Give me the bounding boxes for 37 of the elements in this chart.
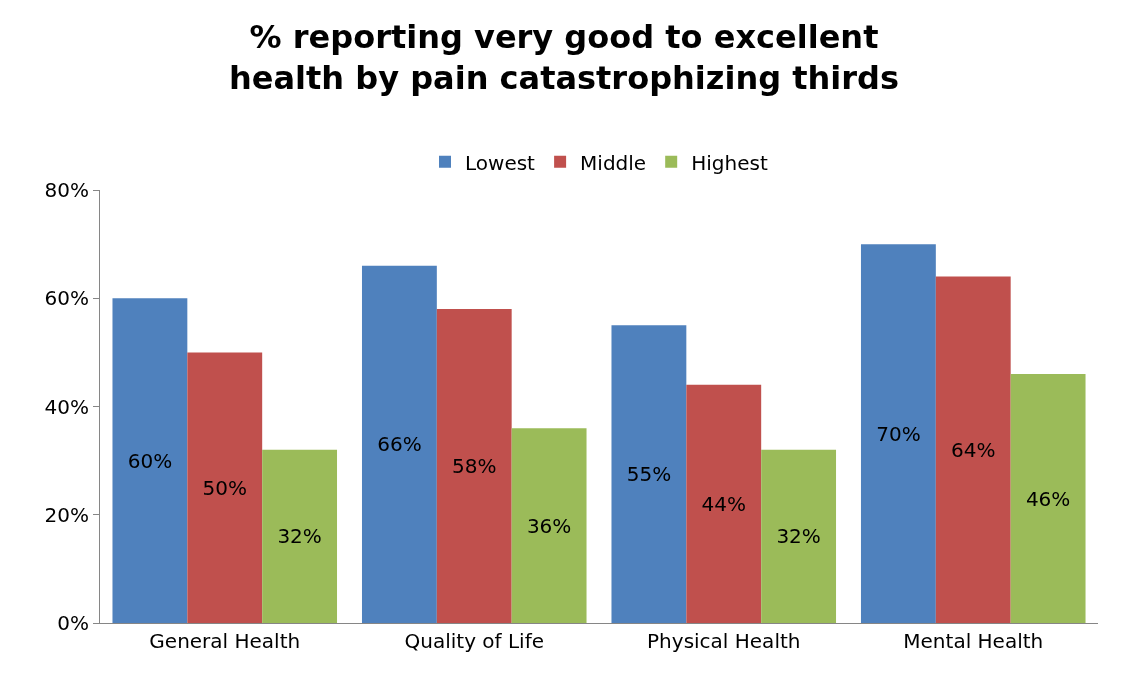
data-label: 32% xyxy=(277,524,322,549)
data-label: 60% xyxy=(127,448,173,473)
y-tick-label: 60% xyxy=(44,286,89,311)
data-label: 58% xyxy=(452,454,497,479)
y-tick-label: 80% xyxy=(44,178,89,202)
bar xyxy=(611,325,687,623)
legend-label: Lowest xyxy=(465,150,536,175)
bar xyxy=(361,265,437,623)
chart-title: % reporting very good to excellent health by pain catastrophizing thirds xyxy=(229,17,899,98)
data-label: 36% xyxy=(526,513,572,538)
x-tick-label: Quality of Life xyxy=(404,629,545,653)
data-label: 32% xyxy=(776,524,821,549)
data-label: 66% xyxy=(377,432,422,457)
data-label: 46% xyxy=(1025,486,1071,511)
x-tick-label: Physical Health xyxy=(647,629,801,653)
y-tick-label: 20% xyxy=(44,502,89,527)
bar xyxy=(436,309,512,623)
bar xyxy=(1010,374,1086,623)
data-label: 55% xyxy=(626,462,672,487)
bar xyxy=(935,276,1011,623)
bar xyxy=(761,449,837,623)
x-tick-label: General Health xyxy=(149,629,301,653)
legend-label: Highest xyxy=(691,150,768,175)
bar xyxy=(187,352,263,623)
bar xyxy=(112,298,188,623)
data-label: 64% xyxy=(951,437,996,462)
legend-label: Middle xyxy=(580,150,647,175)
y-tick-label: 0% xyxy=(57,611,89,635)
data-label: 44% xyxy=(701,491,746,516)
bar xyxy=(860,244,936,623)
x-tick-label: Mental Health xyxy=(903,629,1044,653)
bar xyxy=(511,428,587,623)
bar xyxy=(262,449,338,623)
y-tick-label: 40% xyxy=(44,394,89,419)
data-label: 50% xyxy=(202,475,247,500)
bar xyxy=(686,384,762,623)
data-label: 70% xyxy=(876,421,921,446)
